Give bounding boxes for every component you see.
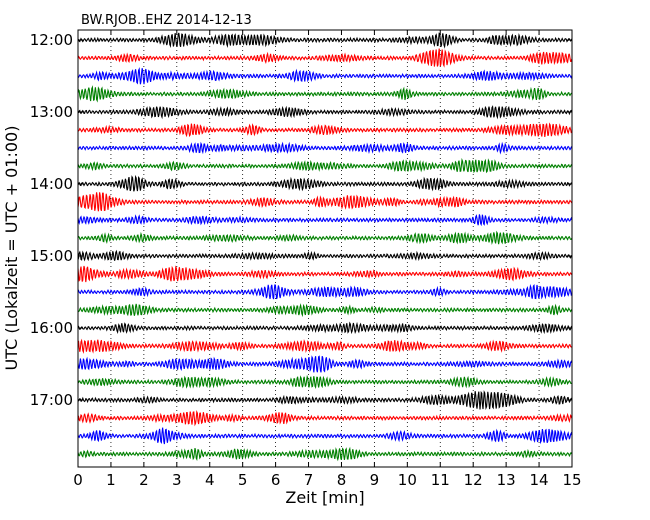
y-tick-label: 13:00 [30,103,73,121]
x-tick-label: 3 [172,471,182,489]
x-tick-label: 13 [497,471,516,489]
seismic-trace [77,249,573,262]
seismic-trace [77,48,573,68]
seismic-trace [77,67,573,85]
seismic-trace [77,338,572,354]
seismic-trace [77,85,573,103]
x-tick-label: 9 [370,471,380,489]
chart-title: BW.RJOB..EHZ 2014-12-13 [81,13,252,28]
x-tick-label: 12 [464,471,483,489]
y-tick-label: 15:00 [30,247,73,265]
x-tick-label: 0 [73,471,83,489]
seismic-trace [77,105,573,120]
x-tick-label: 6 [271,471,281,489]
seismic-trace [77,192,573,212]
seismic-trace [77,390,573,410]
seismic-traces [77,32,573,462]
seismic-trace [77,230,573,245]
y-axis-ticks: 12:00 13:00 14:00 15:00 16:00 17:00 [30,31,572,409]
x-tick-label: 7 [304,471,314,489]
x-tick-label: 5 [238,471,248,489]
seismic-trace [77,321,573,335]
y-tick-label: 14:00 [30,175,73,193]
y-axis-label: UTC (Lokalzeit = UTC + 01:00) [2,126,21,371]
seismic-trace [77,374,573,390]
seismic-trace [77,174,573,192]
seismic-trace [77,427,573,445]
x-tick-label: 2 [139,471,149,489]
seismic-trace [77,122,572,138]
seismic-trace [77,32,573,49]
y-tick-label: 12:00 [30,31,73,49]
x-tick-label: 1 [106,471,116,489]
seismic-trace [77,446,573,462]
seismic-trace [77,214,573,227]
x-axis-label: Zeit [min] [285,488,364,507]
x-axis-ticks: 0 1 2 3 4 5 6 7 8 9 10 11 12 13 14 15 [73,30,582,489]
seismic-trace [77,157,573,174]
x-tick-label: 15 [562,471,581,489]
x-tick-label: 8 [337,471,347,489]
seismic-trace [77,303,573,318]
grid-lines [110,30,540,467]
seismic-trace [77,409,573,427]
y-tick-label: 16:00 [30,319,73,337]
x-tick-label: 11 [431,471,450,489]
x-tick-label: 10 [398,471,417,489]
x-tick-label: 14 [530,471,549,489]
seismic-trace [77,265,573,283]
y-tick-label: 17:00 [30,391,73,409]
seismic-trace [77,283,573,300]
seismic-trace [77,141,573,155]
x-tick-label: 4 [205,471,215,489]
plot-frame [77,29,573,468]
seismic-trace [77,355,573,373]
